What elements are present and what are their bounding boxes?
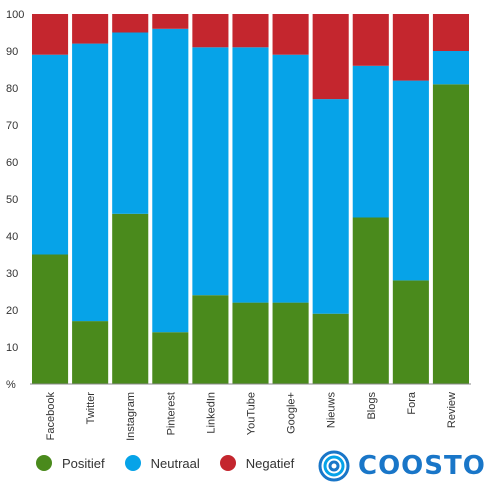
legend-item-negatief: Negatief	[219, 455, 295, 471]
bar-positief-facebook	[32, 254, 69, 384]
x-category-label: LinkedIn	[205, 392, 217, 434]
bar-negatief-google+	[272, 14, 309, 55]
x-category-label: Facebook	[45, 392, 57, 440]
y-tick-label: 80	[6, 83, 18, 95]
x-category-label: Fora	[406, 391, 418, 415]
y-tick-label: 30	[6, 268, 18, 280]
bar-negatief-linkedin	[192, 14, 229, 48]
legend-item-neutraal: Neutraal	[124, 455, 200, 471]
bar-positief-fora	[392, 280, 429, 384]
bar-neutraal-pinterest	[152, 28, 189, 333]
legend-label-negatief: Negatief	[245, 455, 295, 471]
x-category-label: Blogs	[366, 392, 378, 420]
x-category-label: Review	[446, 392, 458, 428]
bar-positief-review	[432, 84, 469, 385]
bars	[32, 14, 469, 385]
bar-positief-youtube	[232, 302, 269, 384]
legend-label-neutraal: Neutraal	[150, 455, 200, 471]
bar-negatief-review	[432, 14, 469, 51]
bar-neutraal-fora	[392, 80, 429, 281]
bar-neutraal-linkedin	[192, 47, 229, 296]
y-tick-label: %	[6, 379, 16, 391]
bar-positief-blogs	[352, 217, 389, 384]
bar-negatief-youtube	[232, 14, 269, 48]
bar-neutraal-google+	[272, 54, 309, 303]
y-tick-label: 10	[6, 342, 18, 354]
bar-neutraal-blogs	[352, 65, 389, 218]
bar-neutraal-review	[432, 51, 469, 85]
x-category-label: Google+	[286, 392, 298, 434]
x-category-label: Pinterest	[165, 392, 177, 435]
bar-negatief-blogs	[352, 14, 389, 66]
coosto-logo-icon	[318, 450, 350, 482]
legend: Positief Neutraal Negatief	[36, 455, 314, 471]
bar-positief-google+	[272, 302, 309, 384]
bar-negatief-facebook	[32, 14, 69, 55]
y-tick-label: 70	[6, 120, 18, 132]
bar-neutraal-youtube	[232, 47, 269, 303]
legend-dot-negatief	[219, 455, 236, 471]
bar-negatief-pinterest	[152, 14, 189, 29]
bar-negatief-nieuws	[312, 14, 349, 100]
bar-neutraal-facebook	[32, 54, 69, 255]
bar-neutraal-twitter	[72, 43, 109, 322]
bar-positief-pinterest	[152, 332, 189, 384]
legend-label-positief: Positief	[62, 455, 105, 471]
legend-dot-neutraal	[124, 455, 141, 471]
bar-negatief-fora	[392, 14, 429, 81]
y-tick-label: 50	[6, 194, 18, 206]
x-axis-categories: Facebook Twitter Instagram Pinterest LinkedI…	[45, 391, 458, 440]
y-tick-label: 90	[6, 46, 18, 58]
coosto-logo: COOSTO	[318, 450, 486, 482]
y-tick-label: 20	[6, 305, 18, 317]
bar-negatief-twitter	[72, 14, 109, 44]
legend-dot-positief	[36, 455, 52, 471]
bar-positief-linkedin	[192, 295, 229, 384]
y-tick-label: 40	[6, 231, 18, 243]
x-category-label: Nieuws	[326, 392, 338, 429]
x-category-label: Twitter	[85, 392, 97, 425]
bar-neutraal-nieuws	[312, 99, 349, 314]
x-category-label: Instagram	[125, 392, 137, 440]
x-category-label: YouTube	[246, 392, 258, 435]
y-tick-label: 100	[6, 9, 24, 21]
bar-positief-twitter	[72, 321, 109, 384]
bar-negatief-instagram	[112, 14, 149, 33]
bar-positief-nieuws	[312, 313, 349, 384]
coosto-logo-text: COOSTO	[358, 451, 486, 481]
legend-item-positief: Positief	[36, 455, 105, 471]
stacked-bar-chart: 100 90 80 70 60 50 40 30 20 10% Facebook Twitter In…	[6, 9, 471, 440]
y-axis-ticks: 100 90 80 70 60 50 40 30 20 10%	[6, 9, 24, 391]
bar-neutraal-instagram	[112, 32, 149, 214]
bar-positief-instagram	[112, 213, 149, 384]
y-tick-label: 60	[6, 157, 18, 169]
